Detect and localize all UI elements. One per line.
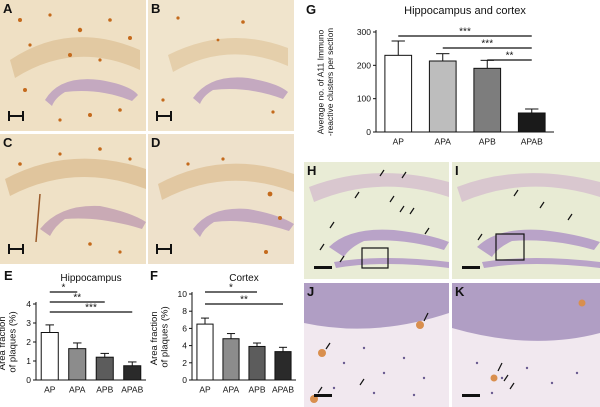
- panel-label-a: A: [3, 1, 13, 16]
- panel-label-j: J: [307, 284, 315, 299]
- significance-label: *: [229, 283, 233, 294]
- micrograph-panel-k: K: [452, 283, 600, 407]
- panel-label-k: K: [455, 284, 465, 299]
- y-tick-label: 10: [178, 289, 188, 299]
- chart-f: Cortex Area fraction of plaques (%) 0 2 4 6 8 1…: [150, 273, 296, 395]
- category-label: APAB: [121, 385, 143, 395]
- hippocampus-image-b: [148, 0, 294, 131]
- bar: [517, 112, 546, 133]
- micrograph-panel-i: I: [452, 162, 600, 279]
- significance-label: **: [506, 51, 514, 62]
- bar: [123, 365, 142, 381]
- y-tick-label: 200: [357, 60, 371, 70]
- y-tick-label: 4: [26, 299, 31, 309]
- bar: [384, 54, 413, 133]
- micrograph-panel-j: J: [304, 283, 449, 407]
- scale-bar: [462, 266, 480, 269]
- scale-bar: [8, 244, 24, 254]
- y-tick-label: 2: [182, 358, 187, 368]
- chart-title: Cortex: [229, 273, 258, 284]
- category-label: APA: [69, 385, 86, 395]
- y-tick-label: 0: [182, 375, 187, 385]
- category-label: AP: [44, 385, 56, 395]
- y-axis-label: Average no. of A11 Immuno-reactive clust…: [315, 28, 335, 136]
- hippocampus-image-c: [0, 134, 146, 264]
- micrograph-panel-h: H: [304, 162, 449, 279]
- panel-label-e: E: [4, 268, 13, 283]
- category-label: APB: [96, 385, 113, 395]
- category-label: APAB: [521, 137, 543, 147]
- significance-label: ***: [481, 39, 493, 50]
- chart-g: Hippocampus and cortex Average no. of A11…: [315, 5, 554, 147]
- category-label: APB: [479, 137, 496, 147]
- panel-label-h: H: [307, 163, 317, 178]
- panel-label-c: C: [3, 135, 13, 150]
- y-tick-label: 6: [182, 323, 187, 333]
- stained-section-image-k: [452, 283, 600, 407]
- y-tick-label: 300: [357, 27, 371, 37]
- scale-bar: [156, 111, 172, 121]
- chart-e: Hippocampus Area fraction of plaques (%) 0…: [0, 273, 146, 395]
- y-tick-label: 1: [26, 356, 31, 366]
- scale-bar: [8, 111, 24, 121]
- scale-bar: [462, 394, 480, 397]
- micrograph-panel-d: D: [148, 134, 294, 264]
- bar: [222, 338, 240, 381]
- y-tick-label: 4: [182, 341, 187, 351]
- y-tick-label: 8: [182, 306, 187, 316]
- hippocampus-image-a: [0, 0, 146, 131]
- y-axis-label: Area fraction of plaques (%): [150, 306, 171, 367]
- y-tick-label: 2: [26, 337, 31, 347]
- bar: [473, 67, 502, 133]
- panel-label-g: G: [306, 2, 317, 17]
- category-label: APB: [248, 385, 265, 395]
- micrograph-panel-a: A: [0, 0, 146, 131]
- bar: [274, 351, 292, 381]
- bar: [95, 356, 114, 381]
- category-label: APAB: [272, 385, 294, 395]
- hippocampus-image-d: [148, 134, 294, 264]
- bar: [428, 60, 457, 133]
- y-tick-label: 100: [357, 94, 371, 104]
- significance-label: **: [73, 293, 81, 304]
- panel-label-i: I: [455, 163, 459, 178]
- significance-label: ***: [85, 303, 97, 314]
- bar: [248, 345, 266, 381]
- panel-label-f: F: [150, 268, 158, 283]
- significance-label: ***: [459, 27, 471, 38]
- category-label: APA: [435, 137, 452, 147]
- y-tick-label: 0: [366, 127, 371, 137]
- bar: [68, 348, 87, 381]
- panel-label-d: D: [151, 135, 161, 150]
- category-label: AP: [393, 137, 405, 147]
- stained-section-image-i: [452, 162, 600, 279]
- chart-title: Hippocampus and cortex: [404, 5, 526, 17]
- panel-label-b: B: [151, 1, 161, 16]
- scale-bar: [314, 266, 332, 269]
- stained-section-image-h: [304, 162, 449, 279]
- y-axis-label: Area fraction of plaques (%): [0, 311, 19, 372]
- stained-section-image-j: [304, 283, 449, 407]
- bar: [196, 323, 214, 381]
- micrograph-panel-b: B: [148, 0, 294, 131]
- scale-bar: [156, 244, 172, 254]
- y-tick-label: 3: [26, 318, 31, 328]
- chart-title: Hippocampus: [60, 273, 121, 284]
- significance-label: *: [62, 283, 66, 294]
- category-label: APA: [223, 385, 240, 395]
- micrograph-panel-c: C: [0, 134, 146, 264]
- y-tick-label: 0: [26, 375, 31, 385]
- significance-label: **: [240, 295, 248, 306]
- category-label: AP: [199, 385, 211, 395]
- scale-bar: [314, 394, 332, 397]
- bar: [40, 332, 59, 381]
